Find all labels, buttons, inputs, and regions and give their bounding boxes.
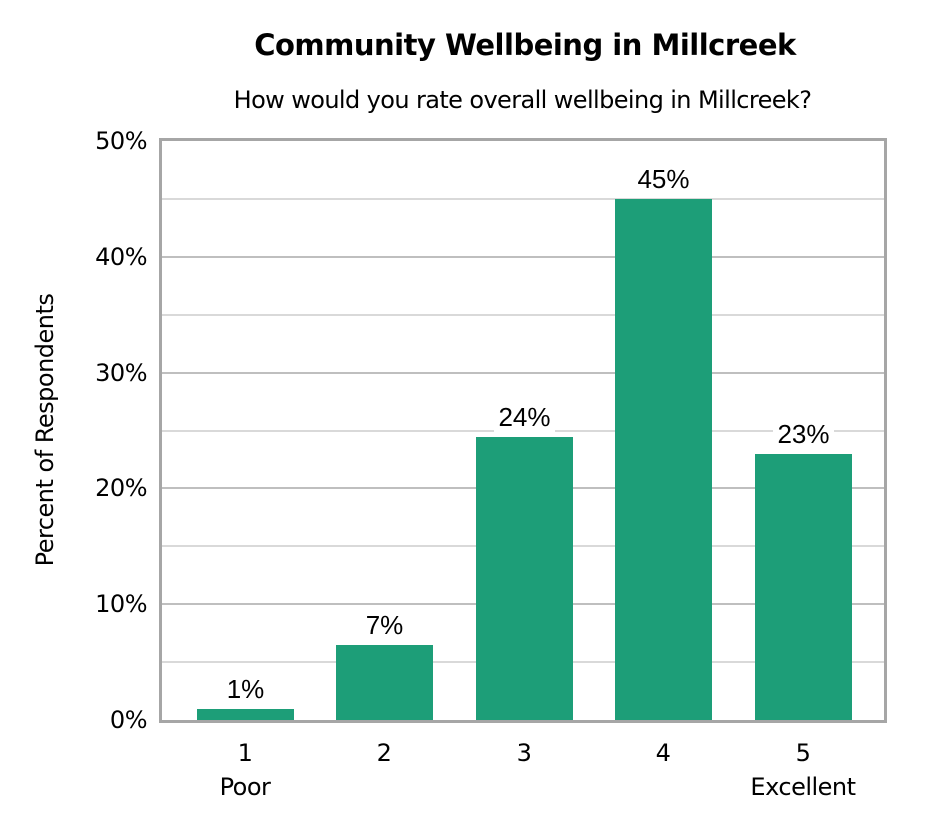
x-tick-descriptor: Excellent [750, 773, 856, 801]
x-tick-number: 1 [237, 739, 253, 767]
y-tick-label: 20% [95, 474, 147, 503]
y-tick-label: 40% [95, 242, 147, 271]
x-tick-number: 4 [655, 739, 671, 767]
bar-1 [197, 709, 294, 720]
y-axis-label: Percent of Respondents [31, 293, 59, 567]
x-tick-label: 1 Poor [165, 736, 325, 804]
bar-5 [755, 453, 852, 720]
x-tick-label: 5 Excellent [723, 736, 883, 804]
x-tick-number: 5 [795, 739, 811, 767]
x-tick-number: 2 [376, 739, 392, 767]
data-label-text: 1% [222, 673, 269, 704]
x-tick-number: 3 [516, 739, 532, 767]
bar-3 [476, 437, 573, 720]
data-label-text: 7% [361, 609, 408, 640]
y-tick-label: 10% [95, 590, 147, 619]
x-tick-label: 4 [583, 736, 743, 770]
data-label: 7% [336, 609, 433, 641]
x-tick-descriptor: Poor [219, 773, 271, 801]
x-tick-label: 2 [304, 736, 464, 770]
bar-2 [336, 644, 433, 720]
x-tick-label: 3 [444, 736, 604, 770]
chart-subtitle: How would you rate overall wellbeing in … [233, 86, 812, 114]
data-label: 1% [197, 673, 294, 705]
plot-area: 1% 7% 24% 45% 23% [159, 138, 887, 723]
data-label-text: 45% [633, 163, 694, 194]
data-label: 45% [615, 163, 712, 195]
minor-gridline [162, 313, 884, 316]
major-gridline [162, 255, 884, 258]
data-label-text: 23% [773, 418, 834, 449]
major-gridline [162, 371, 884, 374]
y-tick-label: 50% [95, 127, 147, 155]
chart-title: Community Wellbeing in Millcreek [254, 28, 796, 62]
minor-gridline [162, 197, 884, 200]
data-label-text: 24% [494, 402, 555, 433]
data-label: 24% [476, 402, 573, 433]
y-tick-label: 0% [109, 706, 148, 734]
bar-4 [615, 198, 712, 720]
data-label: 23% [755, 418, 852, 450]
y-tick-label: 30% [95, 358, 147, 387]
